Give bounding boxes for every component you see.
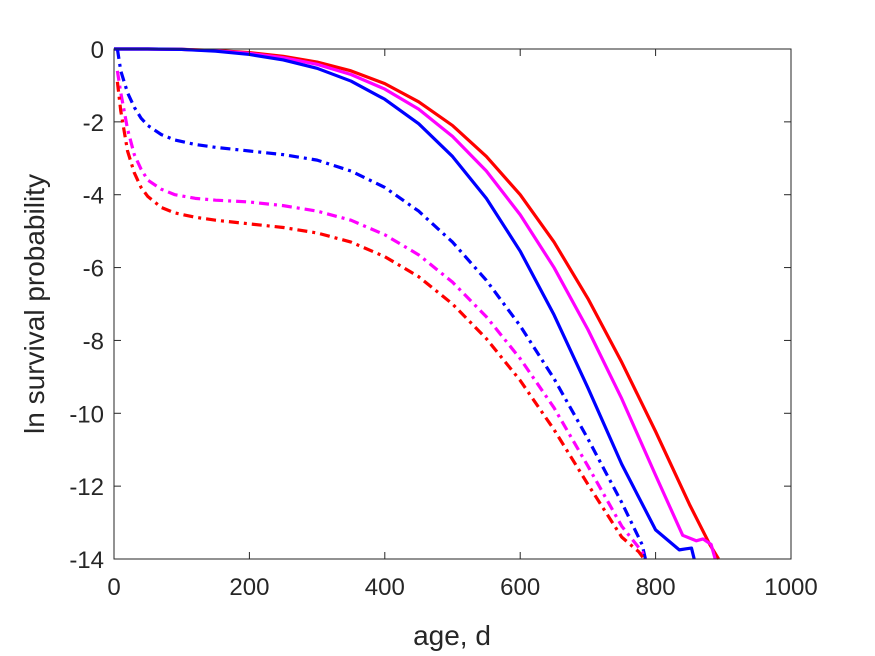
plot-area — [114, 49, 791, 559]
y-axis-label: ln survival probability — [19, 174, 50, 434]
y-tick-label: -2 — [83, 110, 104, 137]
x-tick-label: 1000 — [764, 574, 817, 601]
x-tick-label: 600 — [500, 574, 540, 601]
x-axis-label: age, d — [413, 620, 491, 651]
x-tick-label: 800 — [636, 574, 676, 601]
y-tick-label: -6 — [83, 256, 104, 283]
series-line-4 — [115, 70, 647, 560]
y-tick-label: -10 — [69, 401, 104, 428]
x-tick-label: 200 — [229, 574, 269, 601]
x-tick-label: 400 — [365, 574, 405, 601]
series-line-5 — [115, 81, 646, 560]
y-tick-label: -12 — [69, 474, 104, 501]
series-line-3 — [115, 48, 648, 560]
axes-frame — [113, 48, 792, 560]
series-layer — [114, 47, 720, 560]
axes-layer: 0 200 400 600 800 1000 0 -2 -4 -6 -8 -10 -12 -14 — [69, 37, 817, 601]
y-tick-label: -14 — [69, 547, 104, 574]
series-line-2 — [114, 47, 696, 560]
x-tick-label: 0 — [107, 574, 120, 601]
y-tick-label: -8 — [83, 328, 104, 355]
y-tick-label: -4 — [83, 183, 104, 210]
y-tick-label: 0 — [91, 37, 104, 64]
